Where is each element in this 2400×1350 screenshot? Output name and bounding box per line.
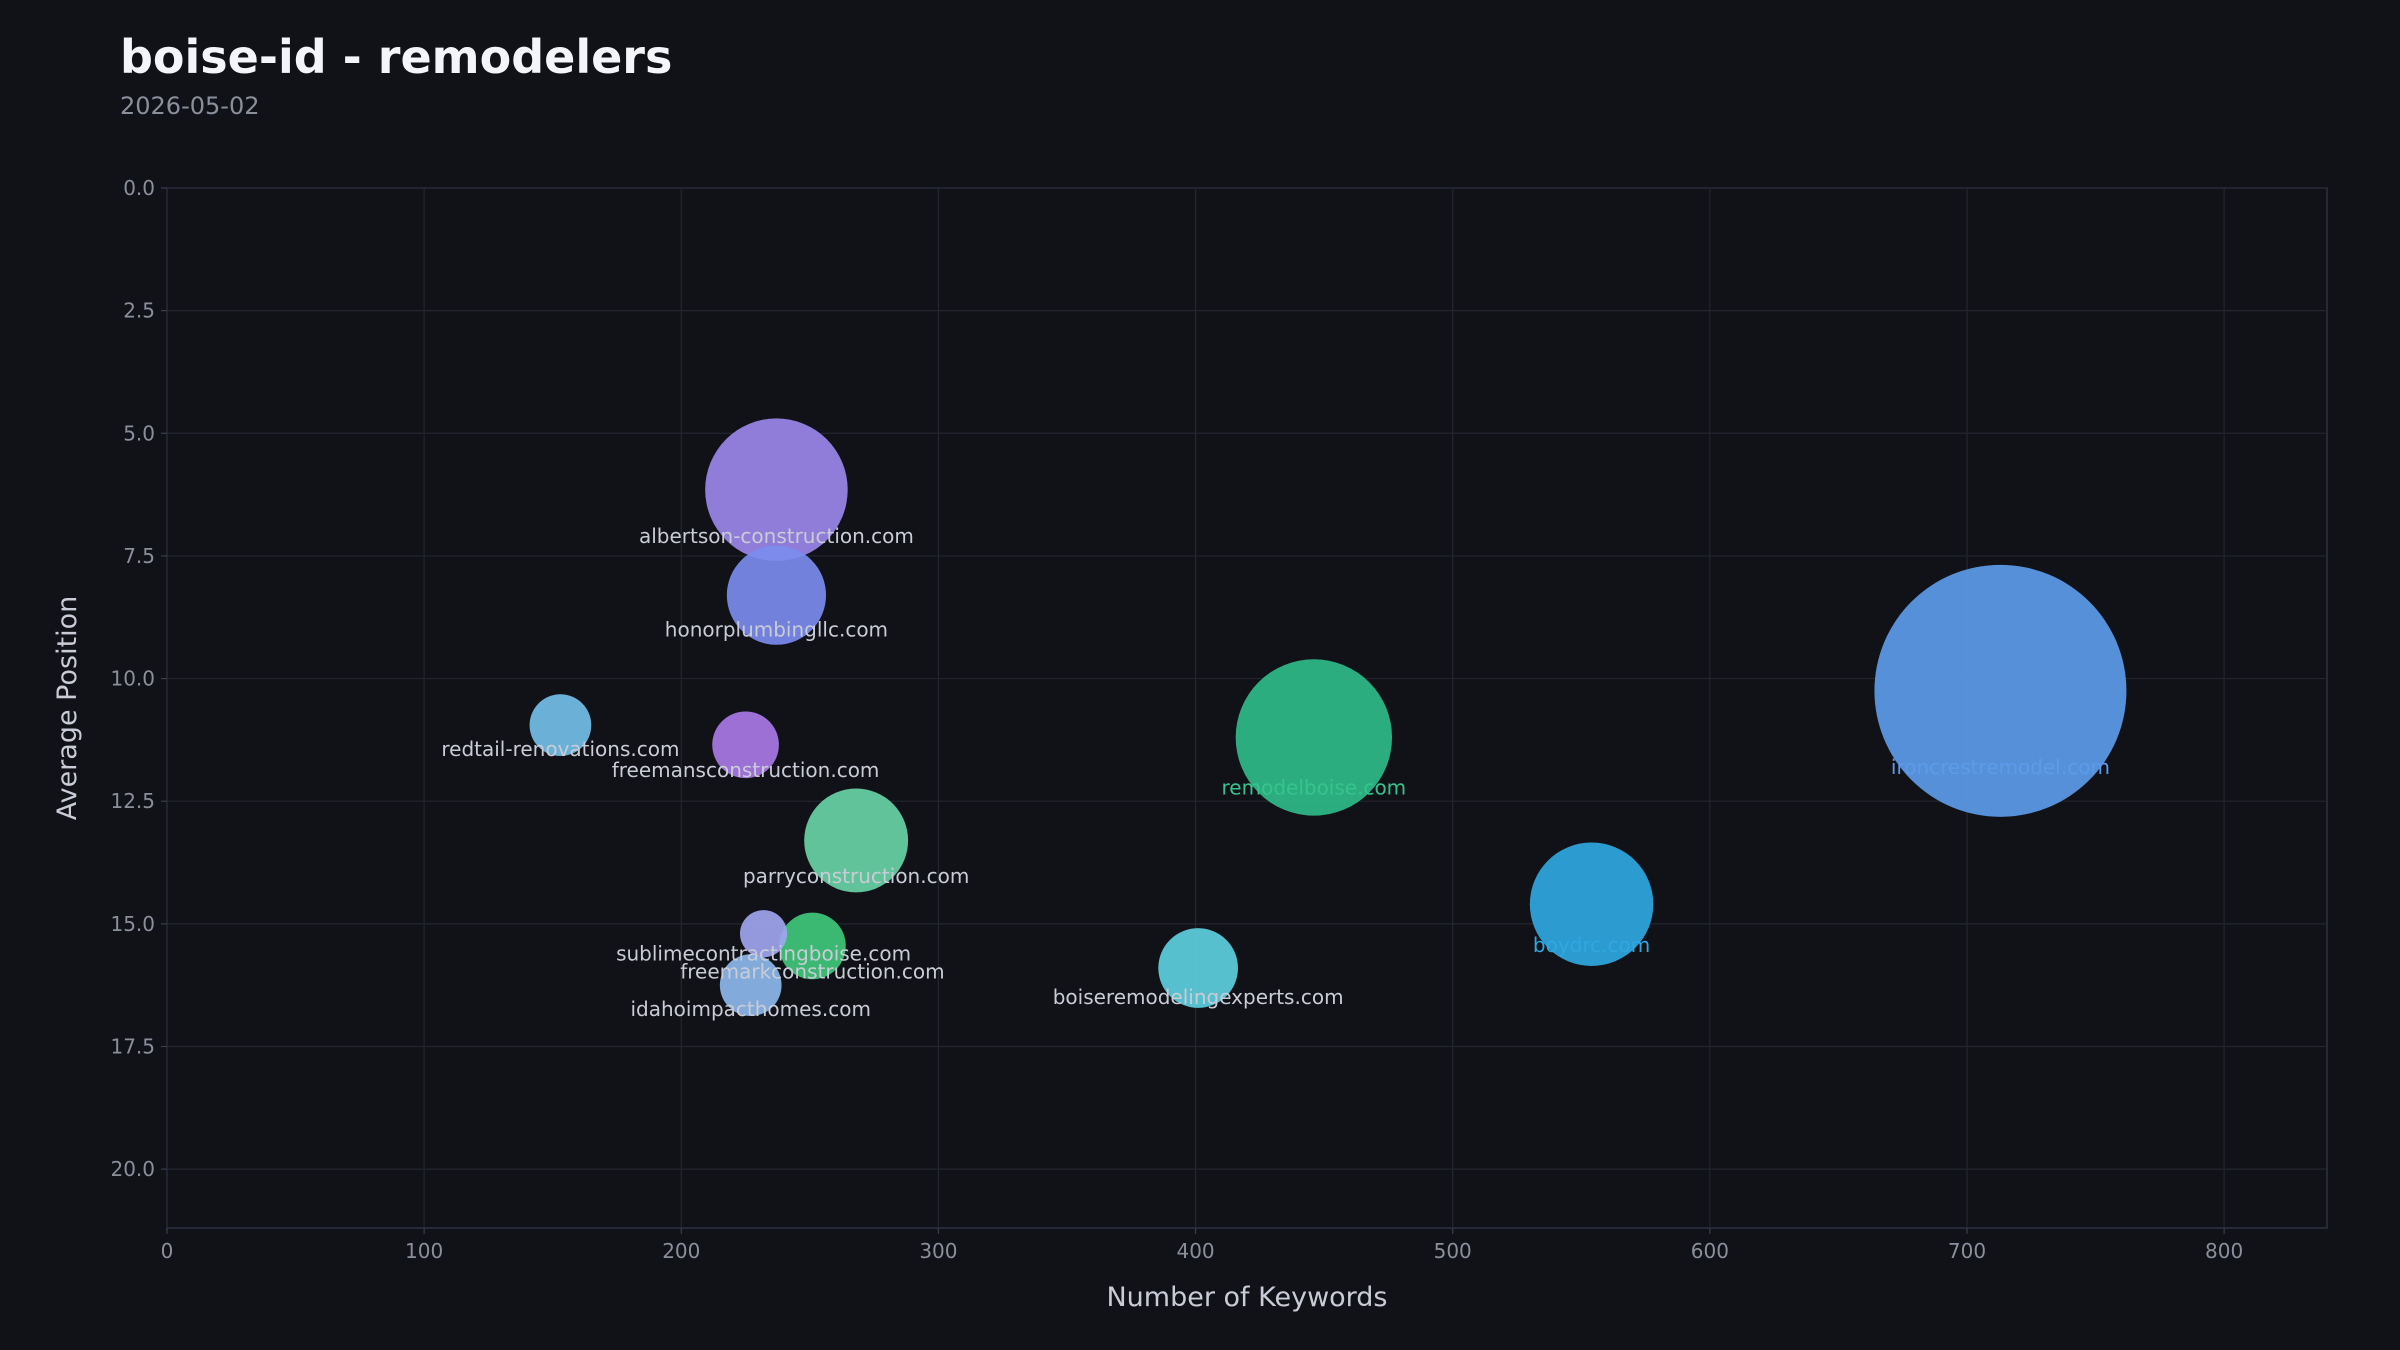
bubble[interactable] <box>1874 564 2127 817</box>
bubble[interactable] <box>726 545 827 645</box>
bubble[interactable] <box>529 694 592 757</box>
bubble[interactable] <box>739 910 788 958</box>
x-tick-label: 600 <box>1691 1239 1729 1263</box>
bubble-label: honorplumbingllc.com <box>665 617 888 641</box>
y-tick-label: 10.0 <box>110 667 155 691</box>
chart-date: 2026-05-02 <box>120 92 260 120</box>
x-tick-label: 500 <box>1434 1239 1472 1263</box>
y-axis-title: Average Position <box>52 596 83 821</box>
tick-labels: 0 100 200 300 400 500 600 700 800 0.0 2.5 5.0 7.5 10.… <box>110 176 2243 1263</box>
bubble-label: freemansconstruction.com <box>612 758 880 782</box>
bubble-label: boiseremodelingexperts.com <box>1053 985 1344 1009</box>
y-tick-label: 17.5 <box>110 1034 155 1058</box>
bubble-label: idahoimpacthomes.com <box>630 997 870 1021</box>
bubble-label: albertson-construction.com <box>639 524 914 548</box>
x-tick-label: 800 <box>2205 1239 2243 1263</box>
bubble-label: freemarkconstruction.com <box>680 959 944 983</box>
y-tick-label: 2.5 <box>123 299 155 323</box>
y-tick-label: 15.0 <box>110 912 155 936</box>
bubble[interactable] <box>1158 928 1238 1008</box>
chart-title: boise-id - remodelers <box>120 30 673 84</box>
x-tick-label: 200 <box>662 1239 700 1263</box>
bubble-label: boydrc.com <box>1533 933 1650 957</box>
bubble-label: sublimecontractingboise.com <box>616 942 911 966</box>
gridlines <box>161 187 2327 1234</box>
bubble-label: remodelboise.com <box>1222 775 1407 799</box>
x-tick-label: 700 <box>1948 1239 1986 1263</box>
bubble[interactable] <box>1235 659 1393 816</box>
bubble[interactable] <box>712 711 779 779</box>
x-tick-label: 300 <box>919 1239 957 1263</box>
bubble[interactable] <box>779 912 846 980</box>
bubble-labels: ironcrestremodel.com remodelboise.com albe… <box>441 524 2110 1021</box>
x-tick-label: 400 <box>1176 1239 1214 1263</box>
x-tick-label: 0 <box>161 1239 174 1263</box>
bubble[interactable] <box>804 788 909 893</box>
bubble-label: ironcrestremodel.com <box>1891 755 2110 779</box>
bubble[interactable] <box>719 954 782 1017</box>
x-tick-label: 100 <box>405 1239 443 1263</box>
y-tick-label: 5.0 <box>123 421 155 445</box>
bubble[interactable] <box>1529 842 1654 966</box>
bubble-label: redtail-renovations.com <box>441 737 679 761</box>
y-tick-label: 7.5 <box>123 544 155 568</box>
y-tick-label: 12.5 <box>110 789 155 813</box>
y-tick-label: 0.0 <box>123 176 155 200</box>
x-axis-title: Number of Keywords <box>1106 1282 1387 1313</box>
bubble[interactable] <box>705 418 848 561</box>
bubbles <box>529 418 2127 1017</box>
bubble-label: parryconstruction.com <box>743 864 969 888</box>
y-tick-label: 20.0 <box>110 1157 155 1181</box>
